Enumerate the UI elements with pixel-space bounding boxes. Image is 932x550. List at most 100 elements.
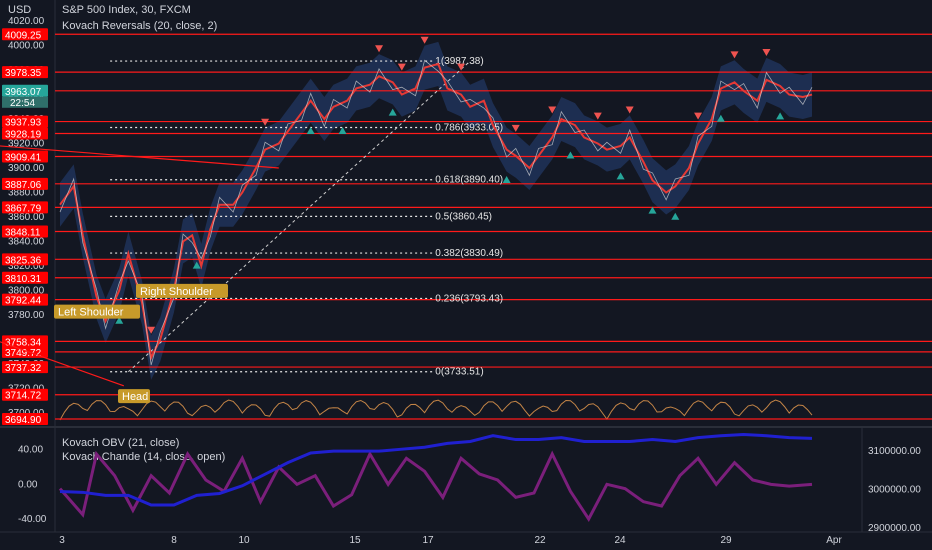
level-badge-text: 3867.79: [5, 203, 42, 214]
level-badge-text: 3792.44: [5, 296, 42, 307]
level-badge: [2, 335, 48, 348]
sell-marker: [593, 112, 602, 120]
sub-tick-label: 40.00: [18, 445, 43, 456]
sell-marker: [625, 106, 634, 114]
time-tick-label: 8: [171, 535, 177, 546]
time-tick-label: 3: [59, 535, 65, 546]
fib-diagonal: [128, 60, 471, 373]
fib-label: 0.618(3890.40): [435, 175, 503, 186]
level-badge: [2, 361, 48, 374]
price-tick-label: 3780.00: [8, 310, 45, 321]
level-badge: [2, 388, 48, 401]
buy-marker: [616, 172, 625, 180]
sell-marker: [375, 45, 384, 53]
buy-marker: [502, 176, 511, 183]
pattern-label-box: [118, 389, 150, 404]
level-badge-text: 3909.41: [5, 152, 42, 163]
countdown-badge: [2, 96, 48, 108]
pattern-label: Head: [122, 391, 148, 403]
level-badge: [2, 66, 48, 79]
level-badge: [2, 115, 48, 128]
pattern-label: Left Shoulder: [58, 307, 124, 319]
buy-marker: [648, 206, 657, 214]
level-badge-text: 3825.36: [5, 255, 42, 266]
level-badge-text: 3694.90: [5, 415, 42, 426]
sell-marker: [548, 106, 557, 114]
level-badge-text: 3887.06: [5, 180, 42, 191]
countdown-text: 22:54: [10, 98, 35, 109]
sub-indicator-obv[interactable]: Kovach OBV (21, close): [62, 437, 180, 449]
price-tick-label: 3860.00: [8, 212, 45, 223]
level-badge-text: 3978.35: [5, 68, 42, 79]
fib-label: 0.786(3933.05): [435, 123, 503, 134]
fib-label: 1(3987.38): [435, 56, 483, 67]
obv-tick-label: 2900000.00: [868, 523, 921, 534]
level-badge: [2, 84, 48, 97]
price-tick-label: 4000.00: [8, 41, 45, 52]
volatility-band: [60, 41, 812, 380]
trend-line: [0, 145, 279, 169]
buy-marker: [566, 151, 575, 159]
fib-label: 0(3733.51): [435, 367, 483, 378]
level-badge: [2, 293, 48, 306]
buy-marker: [306, 127, 315, 135]
level-badge: [2, 253, 48, 266]
pattern-label-box: [136, 283, 228, 298]
time-tick-label: 29: [720, 535, 732, 546]
level-badge-text: 3758.34: [5, 337, 42, 348]
price-tick-label: 3920.00: [8, 139, 45, 150]
indicator-line[interactable]: Kovach Reversals (20, close, 2): [62, 20, 218, 32]
sub-tick-label: -40.00: [18, 514, 47, 525]
level-badge-text: 3963.07: [5, 87, 42, 98]
level-badge-text: 4009.25: [5, 30, 42, 41]
buy-marker: [716, 114, 725, 122]
obv-tick-label: 3000000.00: [868, 485, 921, 496]
obv-tick-label: 3100000.00: [868, 446, 921, 457]
level-badge: [2, 28, 48, 41]
buy-marker: [671, 212, 680, 220]
level-badge: [2, 150, 48, 163]
time-tick-label: 15: [349, 535, 361, 546]
level-badge: [2, 413, 48, 426]
level-badge: [2, 127, 48, 140]
pattern-label: Right Shoulder: [140, 286, 213, 298]
price-tick-label: 3880.00: [8, 187, 45, 198]
level-badge-text: 3928.19: [5, 129, 42, 140]
sell-marker: [457, 63, 466, 71]
time-tick-label: 24: [614, 535, 626, 546]
time-tick-label: Apr: [826, 535, 842, 546]
price-tick-label: 3840.00: [8, 236, 45, 247]
level-badge-text: 3737.32: [5, 363, 42, 374]
level-badge-text: 3749.72: [5, 348, 42, 359]
sell-marker: [511, 124, 520, 132]
price-tick-label: 3820.00: [8, 261, 45, 272]
pattern-label-box: [54, 304, 140, 319]
price-tick-label: 4020.00: [8, 16, 45, 27]
sell-marker: [694, 112, 703, 120]
time-tick-label: 17: [422, 535, 434, 546]
level-badge-text: 3937.93: [5, 118, 42, 129]
chande-line: [58, 450, 813, 522]
fib-label: 0.236(3793.43): [435, 293, 503, 304]
level-badge: [2, 177, 48, 190]
time-tick-label: 22: [534, 535, 546, 546]
sell-marker: [762, 48, 771, 56]
sell-marker: [730, 51, 739, 59]
time-tick-label: 10: [238, 535, 250, 546]
buy-marker: [338, 127, 347, 135]
buy-marker: [115, 316, 124, 324]
sub-tick-label: 0.00: [18, 479, 38, 490]
symbol-line[interactable]: S&P 500 Index, 30, FXCM: [62, 4, 191, 16]
price-detail-line: [59, 59, 813, 366]
fib-label: 0.5(3860.45): [435, 211, 492, 222]
buy-marker: [192, 261, 201, 269]
level-badge: [2, 271, 48, 284]
obv-line: [59, 433, 813, 507]
level-badge-text: 3848.11: [5, 227, 41, 238]
buy-marker: [776, 112, 785, 120]
buy-marker: [388, 108, 397, 116]
trend-line: [0, 341, 125, 387]
price-tick-label: 3900.00: [8, 163, 45, 174]
level-badge: [2, 201, 48, 214]
